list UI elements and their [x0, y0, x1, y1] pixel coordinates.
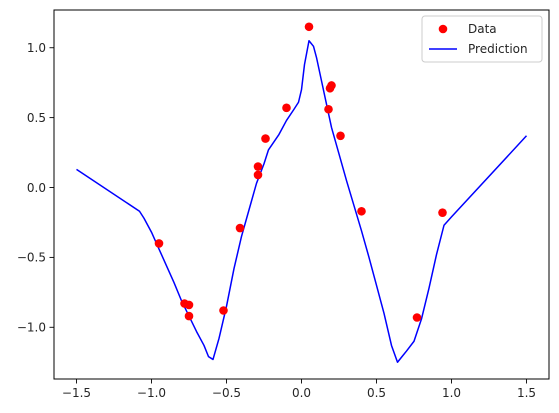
x-tick-label: 1.5 [517, 386, 536, 400]
x-tick-label: 1.0 [442, 386, 461, 400]
data-point [184, 300, 194, 310]
x-tick-label: 0.5 [367, 386, 386, 400]
data-point [253, 170, 263, 180]
x-tick-label: −1.5 [62, 386, 91, 400]
legend-data-label: Data [468, 22, 497, 36]
series-layer [76, 22, 528, 363]
legend-data-marker [438, 24, 448, 34]
data-point [336, 131, 345, 141]
data-point [327, 81, 336, 90]
data-point [304, 22, 314, 32]
legend-prediction-label: Prediction [468, 42, 528, 56]
data-point [235, 223, 245, 233]
y-tick-label: −1.0 [17, 321, 46, 335]
data-point [219, 306, 228, 315]
x-tick-label: 0.0 [292, 386, 311, 400]
data-point [324, 104, 333, 114]
data-point [412, 313, 422, 322]
plot-area [54, 10, 549, 379]
axes-background [54, 10, 549, 379]
data-point [261, 134, 270, 143]
x-axis: −1.5 −1.0 −0.5 0.0 0.5 1.0 1.5 [62, 379, 536, 400]
legend-box [421, 15, 543, 63]
y-tick-label: 0.5 [27, 111, 46, 125]
x-tick-label: −0.5 [212, 386, 241, 400]
y-tick-label: 0.0 [27, 181, 46, 195]
y-tick-label: −0.5 [17, 251, 46, 265]
y-axis: −1.0 −0.5 0.0 0.5 1.0 [17, 41, 54, 335]
data-point [357, 206, 366, 216]
data-point [282, 103, 291, 113]
data-point [253, 162, 263, 171]
data-point [154, 239, 164, 248]
data-point [184, 311, 194, 321]
x-tick-label: −1.0 [137, 386, 166, 400]
data-point [438, 208, 447, 217]
legend: Data Prediction [421, 15, 543, 63]
y-tick-label: 1.0 [27, 41, 46, 55]
